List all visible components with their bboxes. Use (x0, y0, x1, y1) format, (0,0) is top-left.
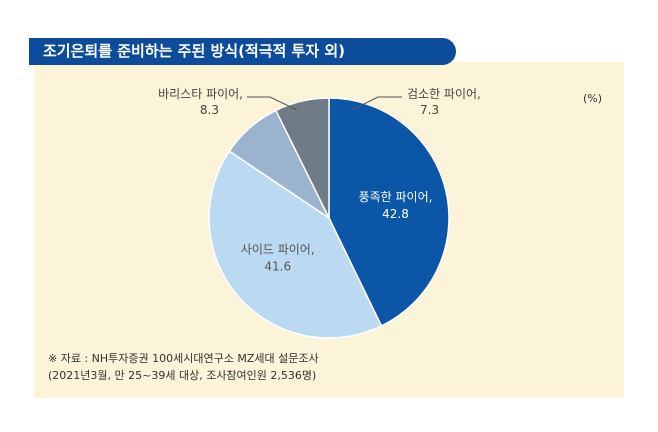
value-barista-fire: 8.3 (200, 103, 219, 117)
leader-line-barista (247, 96, 298, 111)
label-side-fire: 사이드 파이어, (241, 242, 315, 256)
source-line-1: ※ 자료 : NH투자증권 100세시대연구소 MZ세대 설문조사 (48, 352, 319, 365)
unit-label: (%) (583, 92, 603, 105)
chart-title: 조기은퇴를 준비하는 주된 방식(적극적 투자 외) (29, 38, 456, 65)
leader-line-frugal (351, 96, 402, 111)
label-frugal-fire: 검소한 파이어, (407, 87, 481, 101)
source-line-2: (2021년3월, 만 25~39세 대상, 조사참여인원 2,536명) (48, 369, 317, 382)
label-abundant-fire: 풍족한 파이어, (359, 190, 433, 204)
value-frugal-fire: 7.3 (420, 103, 439, 117)
slice-side-fire (208, 150, 383, 339)
source-note: ※ 자료 : NH투자증권 100세시대연구소 MZ세대 설문조사 (2021년… (48, 350, 319, 384)
value-side-fire: 41.6 (264, 259, 291, 273)
value-abundant-fire: 42.8 (382, 207, 409, 221)
slice-frugal-fire (274, 97, 330, 219)
slice-abundant-fire (328, 97, 450, 327)
label-barista-fire: 바리스타 파이어, (158, 87, 243, 101)
